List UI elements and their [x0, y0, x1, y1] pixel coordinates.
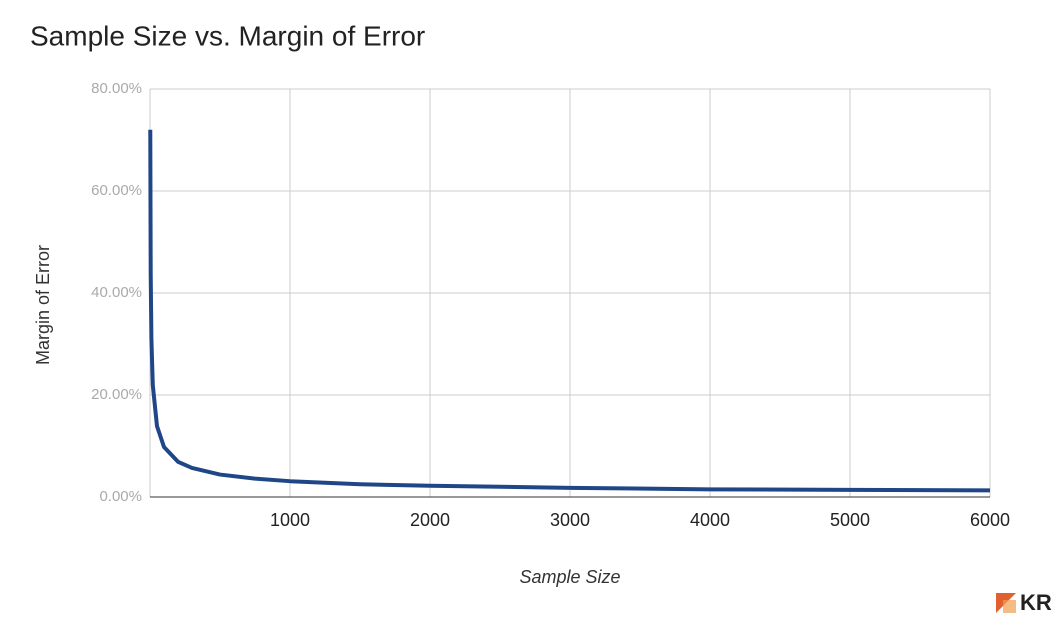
- x-axis-title: Sample Size: [519, 567, 620, 587]
- x-tick-label: 5000: [830, 510, 870, 530]
- y-tick-label: 20.00%: [91, 386, 142, 403]
- y-tick-label: 80.00%: [91, 80, 142, 97]
- y-tick-label: 40.00%: [91, 284, 142, 301]
- x-tick-label: 4000: [690, 510, 730, 530]
- series-line: [148, 129, 991, 493]
- logo: [996, 593, 1016, 613]
- x-tick-label: 6000: [970, 510, 1010, 530]
- chart-title: Sample Size vs. Margin of Error: [30, 20, 425, 51]
- y-tick-label: 60.00%: [91, 182, 142, 199]
- x-tick-label: 3000: [550, 510, 590, 530]
- logo-text: KR: [1020, 590, 1052, 615]
- y-tick-label: 0.00%: [99, 488, 142, 505]
- x-tick-label: 1000: [270, 510, 310, 530]
- y-axis-title: Margin of Error: [33, 245, 53, 365]
- x-tick-label: 2000: [410, 510, 450, 530]
